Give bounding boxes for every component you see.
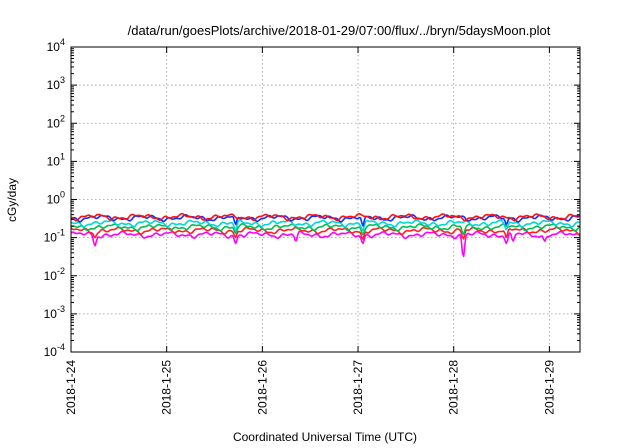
chart-title: /data/run/goesPlots/archive/2018-01-29/0… (128, 23, 551, 38)
ticks: 10-4 10-3 10-2 10-1 100 101 102 103 104 2018-1-24… (44, 37, 580, 415)
x-axis-label: Coordinated Universal Time (UTC) (233, 430, 417, 444)
x-tick-label: 2018-1-24 (64, 360, 78, 415)
x-tick-label: 2018-1-29 (542, 360, 556, 415)
y-tick-label: 104 (47, 37, 65, 54)
x-tick-label: 2018-1-27 (351, 360, 365, 415)
y-axis-label: cGy/day (5, 178, 19, 222)
y-tick-label: 10-3 (44, 304, 65, 321)
series-line (70, 230, 581, 258)
y-tick-label: 100 (47, 190, 65, 207)
x-tick-label: 2018-1-25 (160, 360, 174, 415)
y-tick-label: 103 (47, 75, 65, 92)
series-line (70, 226, 581, 240)
series-line (70, 212, 581, 222)
y-tick-label: 101 (47, 151, 65, 168)
series-line (70, 219, 581, 232)
x-tick-label: 2018-1-28 (447, 360, 461, 415)
y-tick-label: 10-1 (44, 228, 65, 245)
series-group (70, 212, 581, 258)
series-line (70, 223, 581, 236)
grid (71, 47, 580, 352)
y-tick-label: 10-2 (44, 266, 65, 283)
x-tick-label: 2018-1-26 (255, 360, 269, 415)
y-tick-label: 102 (47, 113, 65, 130)
y-tick-label: 10-4 (44, 342, 65, 359)
